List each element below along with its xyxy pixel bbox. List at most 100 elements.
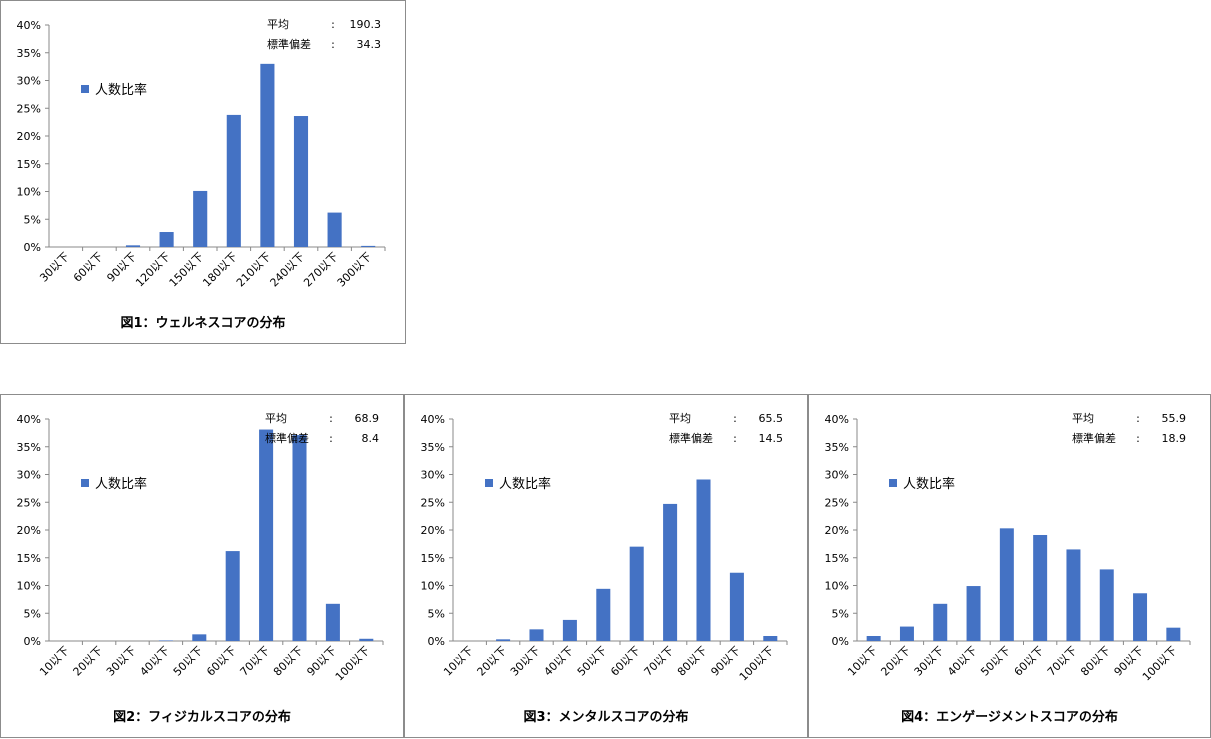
y-tick-label: 35% — [825, 441, 849, 454]
bar — [933, 603, 948, 641]
chart-title: 図1：ウェルネスコアの分布 — [120, 316, 286, 331]
sd-label: 標準偏差 — [265, 432, 309, 445]
x-tick-label: 70以下 — [238, 644, 273, 679]
bar — [327, 212, 342, 247]
y-tick-label: 0% — [832, 635, 849, 648]
x-tick-label: 10以下 — [441, 644, 476, 679]
x-tick-label: 300以下 — [335, 250, 375, 290]
bar — [226, 114, 241, 247]
bar — [192, 634, 207, 641]
stats-box: 平均: 68.9 標準偏差: 8.4 — [265, 409, 379, 449]
x-tick-label: 40以下 — [137, 644, 172, 679]
colon: : — [331, 18, 335, 31]
x-tick-label: 240以下 — [268, 250, 308, 290]
bar-chart-mental: 0% 5% 10% 15% 20% 25% 30% 35% 40% 10以下20以下30以下40以… — [421, 413, 788, 684]
chart-panel-engagement: 0% 5% 10% 15% 20% 25% 30% 35% 40% 10以下 20以下 30以下 40以… — [808, 394, 1211, 738]
y-tick-label: 40% — [825, 413, 849, 426]
bar — [1133, 593, 1148, 641]
sd-label: 標準偏差 — [669, 432, 713, 445]
x-tick-label: 70以下 — [642, 644, 677, 679]
y-tick-label: 5% — [24, 607, 41, 620]
stats-box: 平均: 65.5 標準偏差: 14.5 — [669, 409, 783, 449]
y-tick-label: 10% — [17, 186, 41, 199]
legend: 人数比率 — [889, 473, 955, 492]
chart-panel-mental: 0% 5% 10% 15% 20% 25% 30% 35% 40% 10以下 20以下 30以下 40以… — [404, 394, 808, 738]
x-tick-label: 80以下 — [271, 644, 306, 679]
bar — [629, 546, 644, 641]
mean-label: 平均 — [265, 412, 287, 425]
x-tick-label: 30以下 — [912, 644, 947, 679]
colon: : — [733, 432, 737, 445]
y-tick-label: 25% — [825, 496, 849, 509]
legend-label: 人数比率 — [95, 83, 148, 98]
bar — [663, 503, 678, 641]
bar — [1099, 569, 1114, 641]
y-tick-label: 35% — [421, 441, 445, 454]
mean-label: 平均 — [669, 412, 691, 425]
bar — [729, 572, 744, 641]
y-tick-label: 25% — [421, 496, 445, 509]
y-tick-label: 0% — [428, 635, 445, 648]
y-tick-label: 0% — [24, 241, 41, 254]
bar — [496, 639, 511, 641]
bar — [999, 528, 1014, 641]
y-tick-label: 10% — [17, 580, 41, 593]
y-tick-label: 15% — [17, 158, 41, 171]
x-tick-label: 10以下 — [37, 644, 72, 679]
bar — [529, 629, 544, 641]
colon: : — [329, 432, 333, 445]
legend: 人数比率 — [485, 473, 551, 492]
bar — [1066, 549, 1081, 641]
legend-swatch — [81, 84, 89, 93]
bar — [292, 435, 307, 641]
bar — [125, 245, 141, 247]
x-tick-label: 60以下 — [204, 644, 239, 679]
x-tick-label: 40以下 — [541, 644, 576, 679]
bar — [259, 429, 274, 641]
x-tick-label: 60以下 — [1012, 644, 1047, 679]
x-tick-label: 210以下 — [234, 250, 274, 290]
bar — [158, 640, 173, 641]
y-tick-label: 5% — [832, 607, 849, 620]
legend: 人数比率 — [81, 473, 147, 492]
y-tick-label: 5% — [24, 213, 41, 226]
bar — [562, 619, 577, 641]
y-tick-label: 30% — [825, 469, 849, 482]
bar — [193, 190, 208, 247]
sd-value: 34.3 — [356, 38, 382, 51]
legend-label: 人数比率 — [903, 477, 956, 492]
legend-swatch — [81, 478, 89, 487]
y-tick-label: 20% — [825, 524, 849, 537]
bar — [225, 551, 240, 641]
bar — [293, 116, 309, 248]
sd-label: 標準偏差 — [267, 38, 311, 51]
bar — [899, 626, 914, 641]
bar-chart-wellness: 0%5%10%15%20%25%30%35%40%30以下60以下90以下120… — [17, 19, 386, 290]
x-tick-label: 20以下 — [71, 644, 106, 679]
chart-panel-physical: 0% 5% 10% 15% 20% 25% 30% 35% 40% 10以下 20以下 30以下 40以… — [0, 394, 404, 738]
colon: : — [733, 412, 737, 425]
mean-value: 55.9 — [1161, 412, 1187, 425]
x-tick-label: 100以下 — [737, 644, 777, 684]
mean-value: 68.9 — [354, 412, 380, 425]
legend-swatch — [889, 478, 897, 487]
mean-label: 平均 — [267, 18, 289, 31]
y-tick-label: 40% — [421, 413, 445, 426]
chart-title: 図4：エンゲージメントスコアの分布 — [901, 710, 1118, 725]
y-tick-label: 25% — [17, 102, 41, 115]
x-tick-label: 150以下 — [167, 250, 207, 290]
y-tick-label: 15% — [825, 552, 849, 565]
sd-value: 8.4 — [361, 432, 380, 445]
x-tick-label: 30以下 — [37, 250, 72, 285]
y-tick-label: 15% — [17, 552, 41, 565]
x-tick-label: 80以下 — [675, 644, 710, 679]
bar-chart-engagement: 0% 5% 10% 15% 20% 25% 30% 35% 40% 10以下20以下30以下40以… — [825, 413, 1191, 684]
y-tick-label: 40% — [17, 413, 41, 426]
y-tick-label: 5% — [428, 607, 445, 620]
x-tick-label: 40以下 — [945, 644, 980, 679]
bar-chart-physical: 0% 5% 10% 15% 20% 25% 30% 35% 40% 10以下20以下30以下40以… — [17, 413, 384, 684]
colon: : — [331, 38, 335, 51]
x-tick-label: 20以下 — [475, 644, 510, 679]
mean-value: 65.5 — [758, 412, 784, 425]
stats-box: 平均: 190.3 標準偏差: 34.3 — [267, 15, 381, 55]
